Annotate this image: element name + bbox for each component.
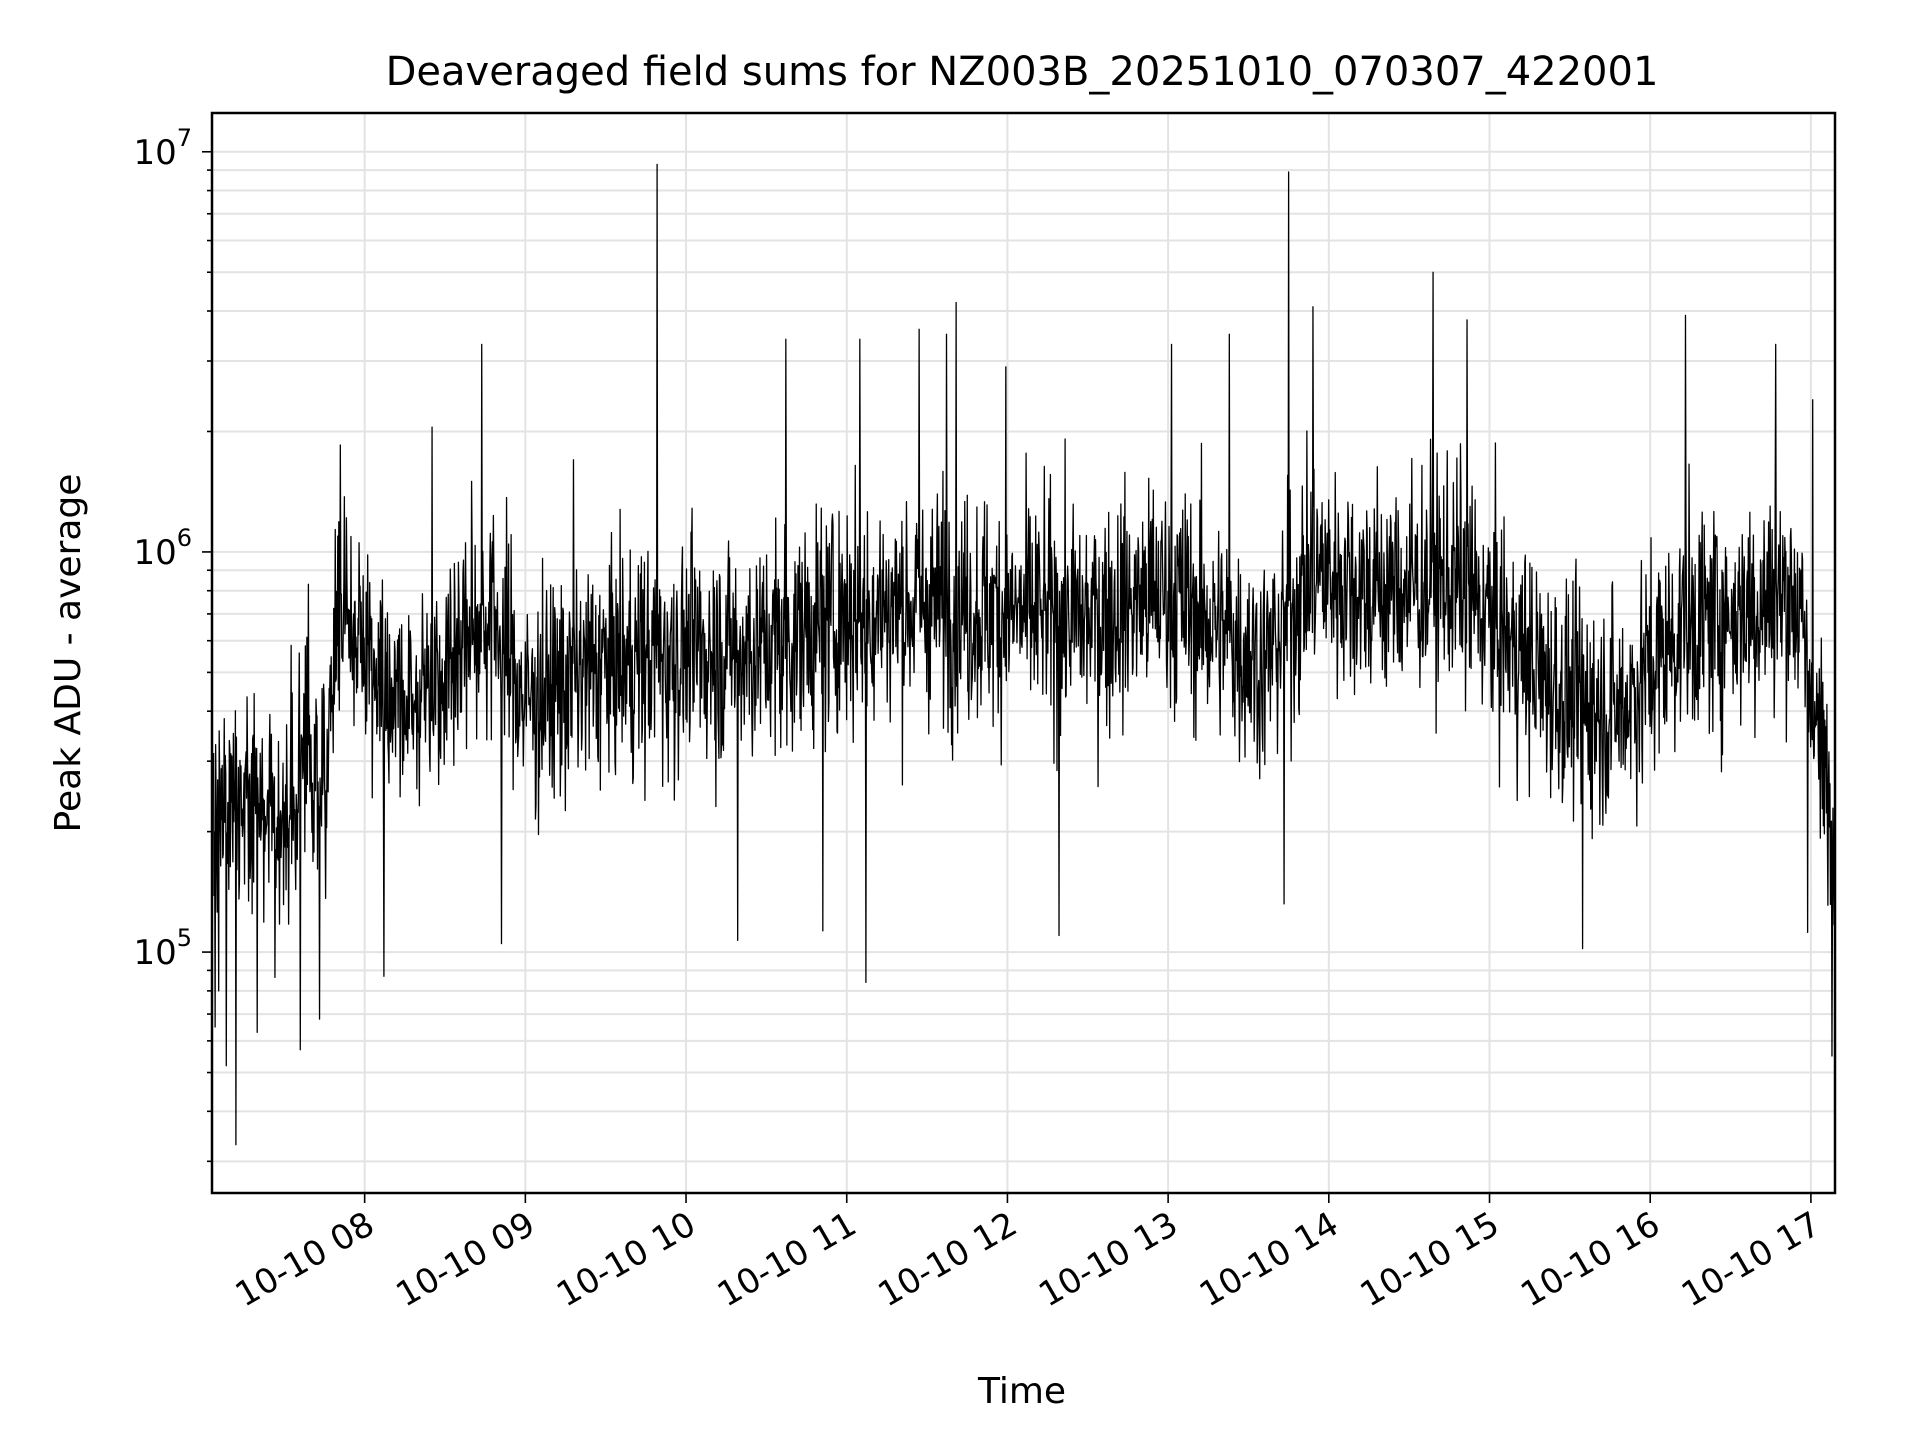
y-tick-base: 10 — [133, 533, 176, 573]
series-line-group — [212, 163, 1835, 1146]
y-tick-label: 106 — [133, 524, 192, 573]
y-tick-label: 107 — [133, 124, 192, 173]
y-tick-base: 10 — [133, 133, 176, 173]
plot-frame — [210, 111, 1837, 1195]
x-axis-label: Time — [977, 1371, 1066, 1412]
y-tick-exponent: 5 — [177, 924, 192, 952]
y-tick-exponent: 7 — [177, 124, 192, 152]
series-line — [212, 163, 1835, 1146]
y-tick-label: 105 — [133, 924, 192, 973]
chart-title: Deaveraged field sums for NZ003B_2025101… — [386, 49, 1659, 95]
y-tick-exponent: 6 — [177, 524, 192, 552]
y-axis-label: Peak ADU - average — [48, 474, 89, 833]
y-tick-base: 10 — [133, 933, 176, 973]
